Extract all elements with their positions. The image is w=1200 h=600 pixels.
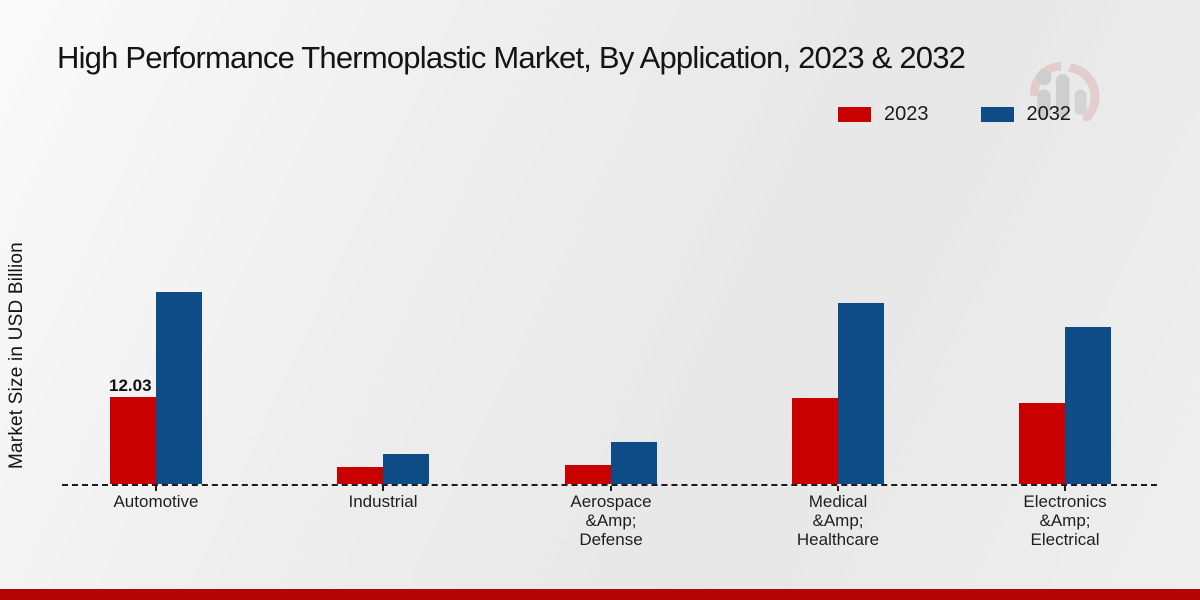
legend-swatch-2023 (838, 107, 871, 122)
axis-tick (1064, 486, 1066, 491)
x-axis-baseline (62, 484, 1157, 486)
category-label: Electronics &Amp; Electrical (1023, 492, 1107, 549)
category-label: Industrial (348, 492, 418, 511)
legend-label-2032: 2032 (1026, 103, 1072, 125)
chart-title: High Performance Thermoplastic Market, B… (57, 40, 966, 75)
bar-2023-medical-amp-healthcare (792, 398, 838, 484)
axis-tick (382, 486, 384, 491)
mrfr-logo-watermark (1030, 62, 1100, 122)
category-label: Aerospace &Amp; Defense (570, 492, 652, 549)
bar-2032-medical-amp-healthcare (838, 303, 884, 484)
legend-item-2023: 2023 (838, 103, 929, 126)
bar-2032-industrial (383, 454, 429, 484)
axis-tick (155, 486, 157, 491)
bar-value-label-2023: 12.03 (109, 376, 152, 395)
legend-swatch-2032 (980, 107, 1014, 122)
category-label: Automotive (113, 492, 199, 511)
bar-2032-electronics-amp-electrical (1065, 327, 1111, 484)
bar-2023-aerospace-amp-defense (565, 465, 611, 484)
legend: 2023 2032 (838, 103, 1071, 126)
bar-2023-electronics-amp-electrical (1019, 403, 1065, 484)
category-label: Medical &Amp; Healthcare (796, 492, 880, 549)
bar-2032-aerospace-amp-defense (611, 442, 657, 484)
bar-2023-automotive (110, 397, 156, 484)
footer-red-band (0, 589, 1200, 600)
bar-2032-automotive (156, 292, 202, 484)
bar-2023-industrial (337, 467, 383, 484)
legend-label-2023: 2023 (884, 103, 929, 125)
axis-tick (837, 486, 839, 491)
axis-tick (610, 486, 612, 491)
legend-item-2032: 2032 (980, 103, 1072, 126)
